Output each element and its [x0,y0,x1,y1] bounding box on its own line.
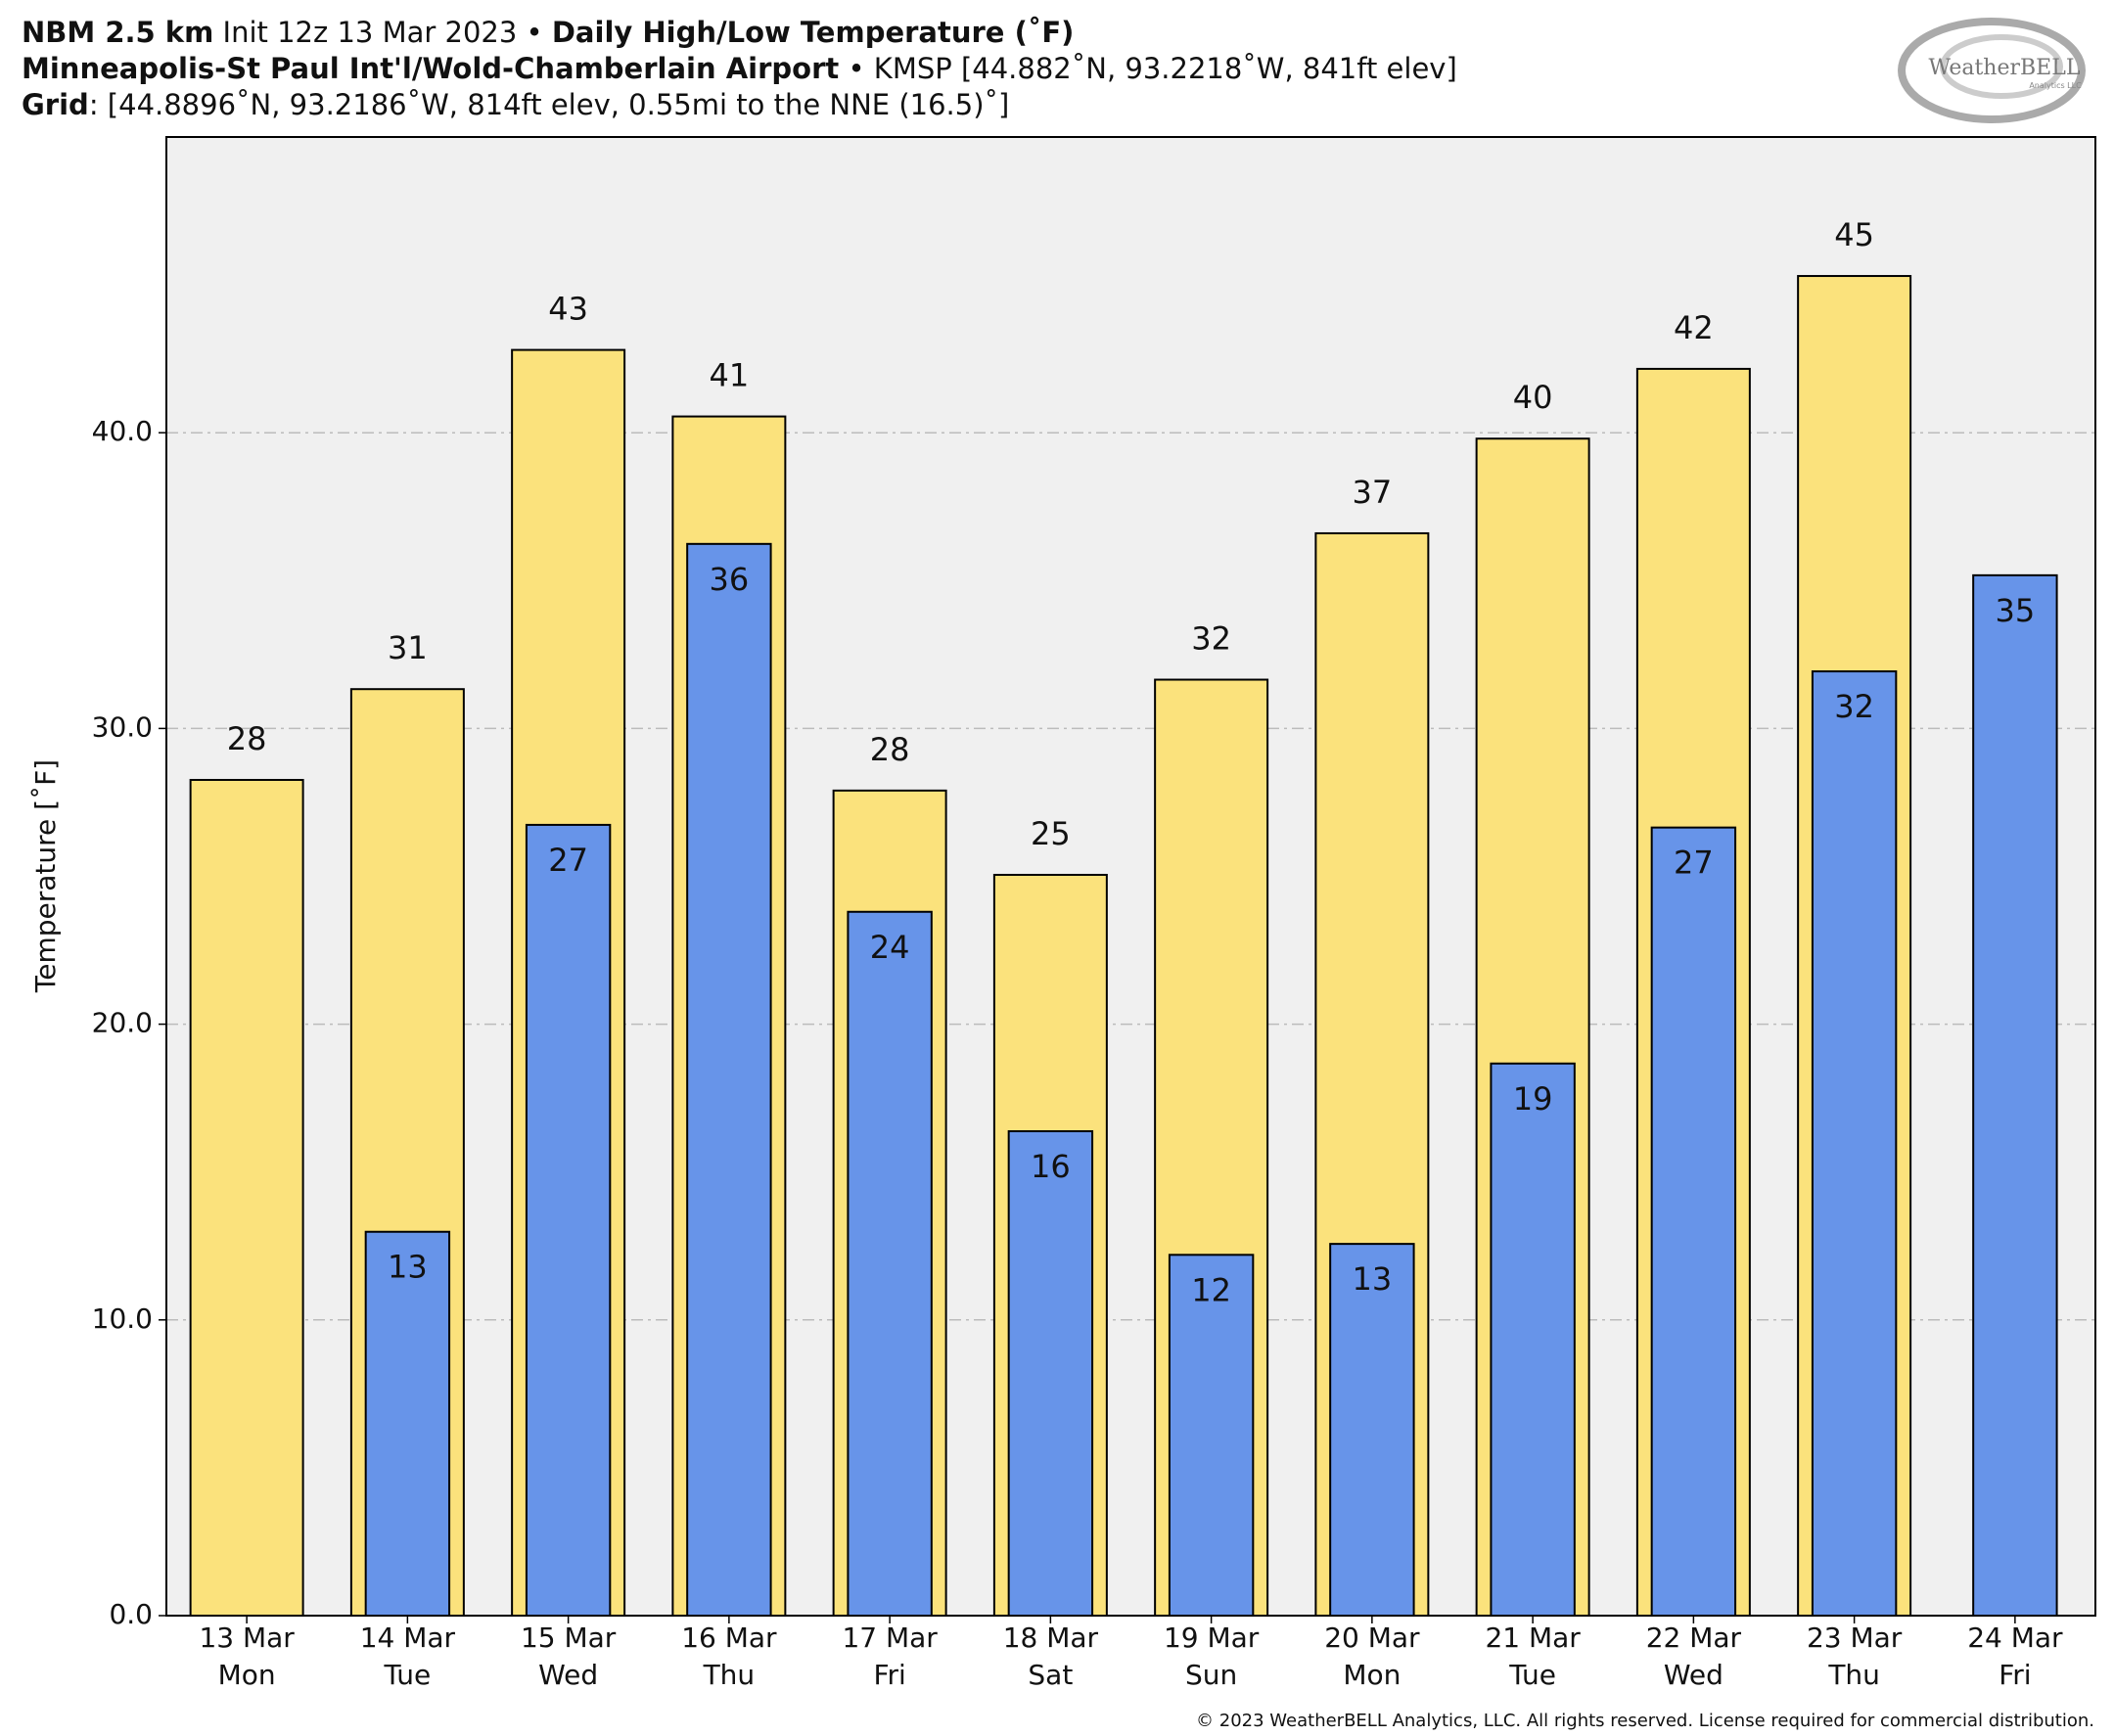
x-tick-label: Fri [1999,1659,2031,1691]
header-part: Daily High/Low Temperature (˚F) [552,16,1075,49]
x-tick-label: Wed [538,1659,598,1691]
value-label: 13 [1353,1260,1393,1298]
bar [364,1230,451,1617]
x-tick-label: Wed [1664,1659,1723,1691]
x-tick-label: Sun [1185,1659,1237,1691]
x-tick-label: 17 Mar [842,1622,938,1654]
value-label: 13 [388,1249,428,1286]
x-tick-label: Thu [703,1659,756,1691]
bar [686,542,772,1618]
value-label: 32 [1834,688,1874,725]
x-tick-label: 24 Mar [1967,1622,2063,1654]
header-part: Grid [22,88,89,121]
y-tick-label: 10.0 [92,1302,153,1335]
logo-text: WeatherBELL [1929,56,2081,80]
y-tick-label: 0.0 [109,1598,153,1630]
x-tick-label: Tue [1508,1659,1556,1691]
x-tick-label: Tue [383,1659,431,1691]
x-tick-label: 15 Mar [521,1622,617,1654]
header-line: Minneapolis-St Paul Int'l/Wold-Chamberla… [22,52,1457,85]
x-tick-label: 22 Mar [1646,1622,1742,1654]
logo-swirl [1940,34,2063,99]
bar [1490,1062,1576,1617]
y-tick-label: 30.0 [92,710,153,743]
header-part: Init 12z 13 Mar 2023 • [223,16,543,49]
header-part: : [44.8896˚N, 93.2186˚W, 814ft elev, 0.5… [89,88,1010,121]
logo-subtext: Analytics LLC [2029,81,2082,90]
value-label: 40 [1513,379,1553,416]
plot-area [166,137,2095,1616]
copyright: © 2023 WeatherBELL Analytics, LLC. All r… [1196,1711,2094,1731]
plot-frame [165,136,2096,1617]
header-part: Minneapolis-St Paul Int'l/Wold-Chamberla… [22,52,839,85]
value-label: 43 [548,291,588,328]
value-label: 12 [1191,1271,1231,1308]
y-tick-label: 20.0 [92,1007,153,1039]
value-label: 42 [1674,309,1714,346]
x-tick-label: Sat [1028,1659,1073,1691]
logo-swirl [1898,18,2086,123]
x-tick-label: Mon [218,1659,276,1691]
y-tick-label: 40.0 [92,415,153,447]
x-tick-label: Thu [1827,1659,1880,1691]
y-axis-label: Temperature [˚F] [29,759,62,993]
value-label: 41 [710,357,750,394]
header-part: • KMSP [44.882˚N, 93.2218˚W, 841ft elev] [848,52,1456,85]
header-line: NBM 2.5 km Init 12z 13 Mar 2023 • Daily … [22,16,1074,49]
value-label: 45 [1834,216,1874,253]
header-part: NBM 2.5 km [22,16,213,49]
value-label: 19 [1513,1080,1553,1118]
bar [1329,1243,1415,1618]
x-tick-label: 19 Mar [1164,1622,1260,1654]
x-tick-label: 21 Mar [1485,1622,1581,1654]
value-label: 25 [1031,815,1071,852]
bar [189,778,304,1617]
bar [525,823,612,1617]
header-line: Grid: [44.8896˚N, 93.2186˚W, 814ft elev,… [22,88,1009,121]
logo: WeatherBELL Analytics LLC [1898,18,2086,123]
value-label: 28 [227,720,267,757]
value-label: 16 [1031,1148,1071,1185]
x-tick-label: 20 Mar [1324,1622,1420,1654]
x-tick-label: Fri [873,1659,905,1691]
value-label: 24 [870,929,910,966]
bar [1168,1254,1255,1618]
value-label: 32 [1191,620,1231,658]
x-tick-label: 18 Mar [1003,1622,1099,1654]
value-label: 36 [710,561,750,598]
bar [1007,1129,1094,1618]
value-label: 37 [1353,474,1393,511]
bar [1650,826,1737,1617]
value-label: 31 [388,629,428,666]
x-tick-label: 23 Mar [1807,1622,1903,1654]
value-label: 35 [1996,592,2036,629]
value-label: 27 [548,842,588,879]
bar [1811,670,1898,1617]
x-tick-label: 16 Mar [681,1622,777,1654]
value-label: 28 [870,731,910,768]
x-tick-label: 13 Mar [199,1622,295,1654]
bar [1972,573,2058,1618]
bar [847,910,933,1617]
value-label: 27 [1674,845,1714,882]
x-tick-label: Mon [1343,1659,1401,1691]
x-tick-label: 14 Mar [360,1622,456,1654]
